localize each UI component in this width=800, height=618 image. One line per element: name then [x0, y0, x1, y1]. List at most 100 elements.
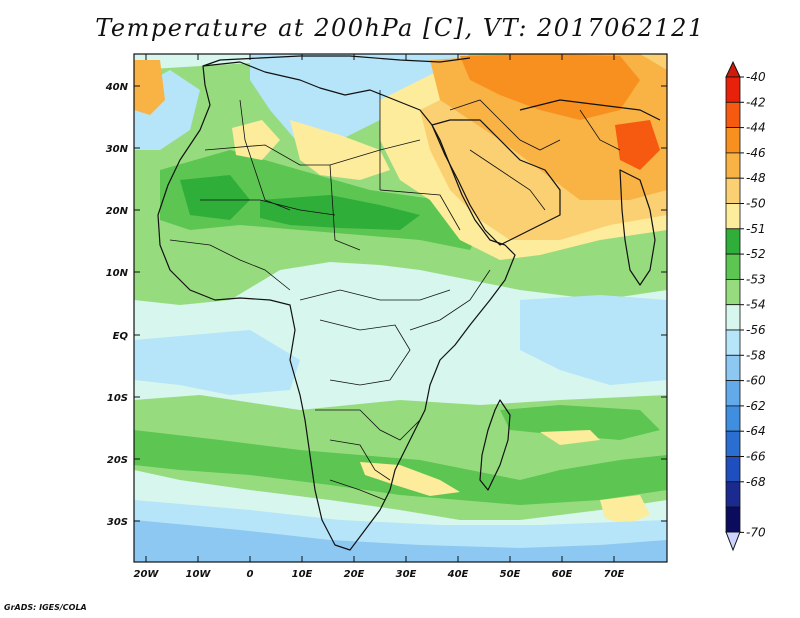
- country-borders: [169, 90, 621, 501]
- field-madagascar-green: [500, 405, 660, 440]
- colorbar-swatch: [725, 152, 741, 179]
- colorbar-label: -70: [746, 525, 766, 539]
- lon-label: 10W: [186, 569, 212, 580]
- lat-label: 30N: [106, 144, 129, 155]
- colorbar-swatch: [725, 380, 741, 407]
- colorbar-swatch: [725, 278, 741, 306]
- lat-label: 30S: [107, 517, 128, 528]
- colorbar-bottom-arrow: [725, 531, 741, 552]
- lat-label: 20N: [106, 206, 129, 217]
- border-arabia: [469, 149, 546, 211]
- field-arabia-orange: [460, 54, 640, 120]
- arabia-coastline: [431, 119, 561, 246]
- colorbar-label: -48: [746, 171, 766, 185]
- footer-credit: GrADS: IGES/COLA: [4, 603, 87, 612]
- border-sahara-1: [204, 139, 421, 166]
- field-south-deeper-blue: [134, 520, 667, 562]
- africa-coastline: [157, 61, 516, 551]
- field-west-deep: [180, 175, 250, 220]
- colorbar-label: -66: [746, 450, 766, 464]
- colorbar-swatch: [725, 203, 741, 230]
- lat-axis: 40N 30N 20N 10N EQ 10S 20S 30S: [105, 82, 667, 528]
- border-east: [409, 269, 491, 331]
- colorbar-label: -52: [746, 247, 766, 261]
- field-south-yellow-1: [360, 462, 460, 496]
- border-mideast: [449, 99, 561, 151]
- colorbar-swatch: [725, 329, 741, 356]
- border-south-2: [329, 439, 391, 481]
- colorbar-label: -58: [746, 348, 766, 362]
- field-south-yellow-2: [540, 430, 600, 445]
- colorbar-swatch: [725, 354, 741, 381]
- field-sahel-deep: [260, 195, 420, 230]
- colorbar-swatch: [725, 506, 741, 533]
- colorbar-swatch: [725, 177, 741, 204]
- border-west-africa: [169, 239, 291, 291]
- colorbar-swatch: [725, 253, 741, 280]
- border-sahara-2: [239, 99, 291, 211]
- lat-label: 10N: [106, 268, 129, 279]
- colorbar-label: -68: [746, 475, 766, 489]
- colorbar-label: -53: [746, 272, 766, 286]
- europe-coastline: [202, 55, 471, 67]
- lon-label: 20W: [134, 569, 160, 580]
- border-congo: [319, 319, 411, 386]
- field-iberia-orange: [134, 60, 165, 115]
- colorbar-label: -54: [746, 298, 766, 312]
- lon-axis: 20W 10W 0 10E 20E 30E 40E 50E 60E 70E: [134, 54, 625, 580]
- madagascar-coastline: [479, 399, 511, 491]
- lat-label: 20S: [107, 455, 128, 466]
- lon-label: 20E: [344, 569, 365, 580]
- lon-label: 0: [247, 569, 254, 580]
- field-med-blue: [250, 54, 470, 145]
- border-sudan: [379, 189, 461, 231]
- colorbar-label: -64: [746, 424, 766, 438]
- border-chad: [329, 164, 361, 251]
- colorbar-swatch: [725, 76, 741, 103]
- colorbar-label: -62: [746, 399, 766, 413]
- colorbar-label: -44: [746, 121, 766, 135]
- colorbar-label: -40: [746, 70, 766, 84]
- colorbar-swatch: [725, 481, 741, 508]
- coastlines: [157, 55, 661, 551]
- lat-label: 10S: [107, 393, 128, 404]
- colorbar-swatch: [725, 456, 741, 483]
- map-frame: [133, 53, 668, 563]
- border-sahel: [200, 199, 336, 216]
- lat-label: 40N: [105, 82, 129, 93]
- colorbar-swatch: [725, 228, 741, 255]
- map-plot-area: [134, 54, 667, 562]
- colorbar: -40 -42 -44 -46 -48 -50 -51 -52 -53 -54 -56 -58 -60 -…: [725, 60, 766, 552]
- field-south-yellow-3: [600, 495, 650, 525]
- lon-label: 40E: [447, 569, 469, 580]
- india-coastline: [619, 169, 656, 286]
- colorbar-label: -56: [746, 323, 766, 337]
- colorbar-swatch: [725, 430, 741, 457]
- field-iran-redorange: [615, 120, 660, 170]
- field-ocean-east-blue: [520, 295, 667, 385]
- chart-title: Temperature at 200hPa [C], VT: 201706212…: [95, 14, 705, 42]
- border-south-3: [329, 479, 386, 501]
- colorbar-label: -51: [746, 222, 766, 236]
- field-equator-blue: [134, 330, 300, 395]
- colorbar-label: -42: [746, 95, 766, 109]
- lon-label: 30E: [396, 569, 417, 580]
- colorbar-swatch: [725, 127, 741, 154]
- colorbar-top-arrow: [725, 60, 741, 78]
- lon-label: 10E: [292, 569, 313, 580]
- colorbar-label: -50: [746, 197, 766, 211]
- colorbar-swatch: [725, 405, 741, 432]
- lon-label: 60E: [552, 569, 573, 580]
- border-south-1: [315, 409, 421, 441]
- colorbar-swatch: [725, 101, 741, 129]
- lon-label: 70E: [604, 569, 625, 580]
- colorbar-label: -46: [746, 146, 766, 160]
- colorbar-swatch: [725, 304, 741, 331]
- lat-label: EQ: [113, 331, 129, 342]
- colorbar-label: -60: [746, 374, 766, 388]
- border-central: [299, 289, 451, 301]
- border-iran-pak: [579, 109, 621, 151]
- iran-coastline: [519, 99, 661, 121]
- lon-label: 50E: [500, 569, 521, 580]
